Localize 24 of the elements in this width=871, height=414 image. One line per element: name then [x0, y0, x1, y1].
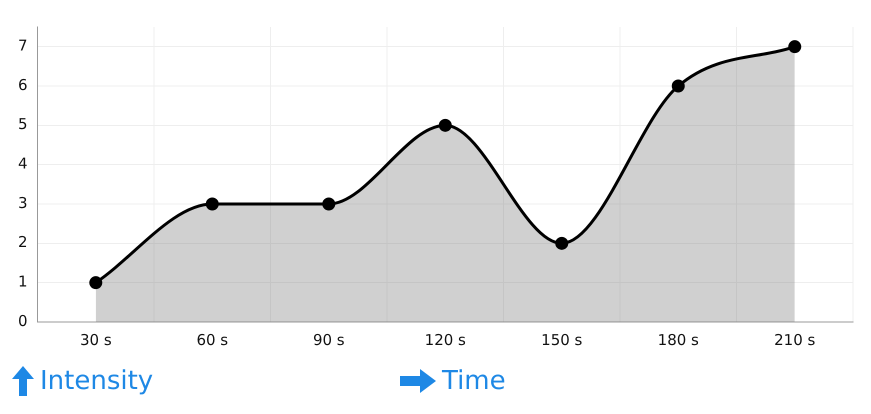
x-tick-label: 210 s	[774, 330, 816, 349]
point	[206, 198, 219, 210]
y-tick-label: 4	[18, 154, 28, 173]
x-tick-label: 150 s	[541, 330, 583, 349]
y-tick-label: 0	[18, 312, 28, 330]
x-axis-title: Time	[442, 366, 506, 396]
point	[788, 40, 802, 54]
point	[322, 198, 336, 210]
x-tick-label: 90 s	[312, 330, 345, 349]
y-tick-label: 6	[18, 76, 28, 94]
text: Intensity	[40, 366, 154, 396]
y-tick-label: 3	[18, 194, 28, 212]
y-tick-label: 2	[18, 233, 28, 252]
y-tick-label: 1	[18, 272, 28, 291]
point	[672, 80, 685, 92]
x-tick-label: 120 s	[424, 330, 466, 349]
y-tick-label: 7	[18, 36, 28, 55]
x-tick-label: 60 s	[196, 330, 228, 349]
x-tick-label: 30 s	[80, 330, 112, 349]
point	[438, 118, 452, 132]
point	[555, 236, 568, 250]
y-tick-label: 5	[18, 115, 28, 134]
x-tick-label: 180 s	[658, 330, 700, 349]
point	[89, 276, 102, 290]
